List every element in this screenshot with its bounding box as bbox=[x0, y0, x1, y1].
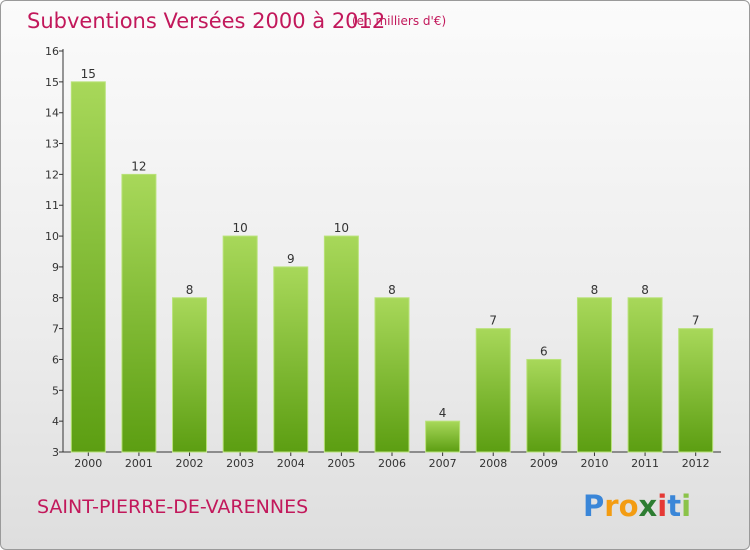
bar-value-label: 10 bbox=[334, 221, 349, 235]
y-tick-label: 5 bbox=[52, 384, 59, 397]
x-tick-label: 2008 bbox=[479, 457, 507, 470]
y-tick-label: 3 bbox=[52, 446, 59, 459]
x-tick-label: 2009 bbox=[530, 457, 558, 470]
y-tick-label: 8 bbox=[52, 292, 59, 305]
y-tick-label: 14 bbox=[45, 107, 59, 120]
bar-value-label: 7 bbox=[692, 314, 700, 328]
logo-letter: i bbox=[681, 489, 692, 523]
bar bbox=[475, 328, 511, 453]
bar bbox=[172, 297, 208, 453]
bar-value-label: 9 bbox=[287, 252, 295, 266]
bar-value-label: 4 bbox=[439, 406, 447, 420]
bar-value-label: 8 bbox=[388, 283, 396, 297]
x-tick-label: 2011 bbox=[631, 457, 659, 470]
bar-value-label: 15 bbox=[81, 67, 96, 81]
x-tick-label: 2010 bbox=[580, 457, 608, 470]
logo-letter: r bbox=[604, 489, 619, 523]
y-tick-label: 13 bbox=[45, 138, 59, 151]
y-tick-label: 9 bbox=[52, 261, 59, 274]
y-tick-label: 4 bbox=[52, 415, 59, 428]
logo-letter: t bbox=[667, 489, 682, 523]
logo-letter: P bbox=[583, 489, 605, 523]
y-tick-label: 11 bbox=[45, 199, 59, 212]
x-tick-label: 2005 bbox=[327, 457, 355, 470]
commune-name: SAINT-PIERRE-DE-VARENNES bbox=[37, 496, 309, 518]
bar-value-label: 6 bbox=[540, 344, 548, 358]
logo-letter: i bbox=[657, 489, 668, 523]
y-tick-label: 12 bbox=[45, 168, 59, 181]
bar-value-label: 8 bbox=[591, 283, 599, 297]
chart-subtitle: (en milliers d'€) bbox=[352, 14, 447, 28]
bar bbox=[374, 297, 410, 453]
bar-value-label: 10 bbox=[233, 221, 248, 235]
bar bbox=[627, 297, 663, 453]
bar-value-label: 8 bbox=[641, 283, 649, 297]
x-tick-label: 2002 bbox=[176, 457, 204, 470]
bar bbox=[425, 420, 461, 453]
bar-value-label: 7 bbox=[489, 314, 497, 328]
x-tick-label: 2001 bbox=[125, 457, 153, 470]
logo-letter: o bbox=[618, 489, 639, 523]
bar-value-label: 12 bbox=[131, 159, 146, 173]
x-tick-label: 2012 bbox=[682, 457, 710, 470]
bar bbox=[526, 358, 562, 453]
x-tick-label: 2000 bbox=[74, 457, 102, 470]
y-tick-label: 16 bbox=[45, 45, 59, 58]
x-tick-label: 2006 bbox=[378, 457, 406, 470]
y-tick-label: 15 bbox=[45, 76, 59, 89]
x-tick-label: 2007 bbox=[429, 457, 457, 470]
logo-letter: x bbox=[638, 489, 658, 523]
x-tick-label: 2003 bbox=[226, 457, 254, 470]
chart-title: Subventions Versées 2000 à 2012 bbox=[27, 9, 386, 33]
bar bbox=[70, 81, 106, 453]
bar bbox=[323, 235, 359, 453]
bar bbox=[121, 173, 157, 453]
proxiti-logo: Proxiti bbox=[583, 489, 691, 523]
y-tick-label: 10 bbox=[45, 230, 59, 243]
y-tick-label: 6 bbox=[52, 353, 59, 366]
bar-value-label: 8 bbox=[186, 283, 194, 297]
x-tick-label: 2004 bbox=[277, 457, 305, 470]
bar bbox=[273, 266, 309, 453]
bar bbox=[222, 235, 258, 453]
bar bbox=[678, 328, 714, 453]
bar bbox=[576, 297, 612, 453]
y-tick-label: 7 bbox=[52, 323, 59, 336]
